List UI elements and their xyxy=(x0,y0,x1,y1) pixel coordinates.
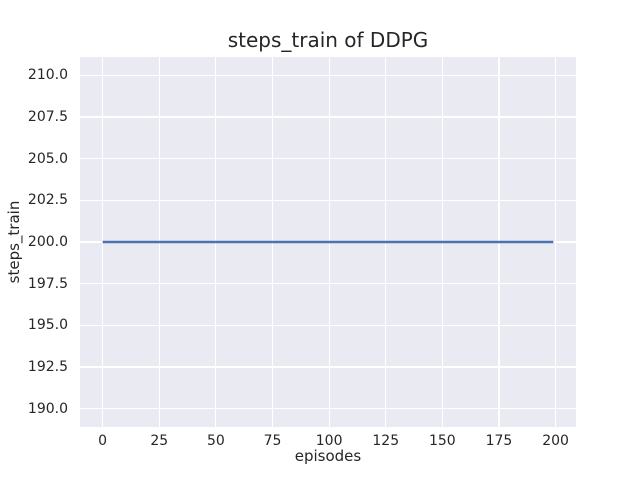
y-gridline xyxy=(80,408,576,410)
x-tick-label: 25 xyxy=(150,433,169,449)
y-tick-label: 192.5 xyxy=(27,359,68,375)
y-tick-label: 190.0 xyxy=(27,400,68,417)
y-tick-label: 205.0 xyxy=(27,150,68,167)
y-tick-label: 200.0 xyxy=(27,234,68,250)
y-gridline xyxy=(80,74,576,76)
x-tick-label: 125 xyxy=(372,433,400,449)
x-tick-label: 100 xyxy=(315,433,343,449)
y-tick-label: 195.0 xyxy=(27,317,68,334)
x-tick-label: 75 xyxy=(263,433,282,449)
y-gridline xyxy=(80,283,576,285)
y-tick-label: 197.5 xyxy=(27,275,68,292)
y-gridline xyxy=(80,324,576,326)
x-tick-label: 150 xyxy=(428,433,456,449)
plot-area xyxy=(80,57,576,427)
x-axis-label: episodes xyxy=(294,447,362,465)
y-gridline xyxy=(80,116,576,118)
y-tick-label: 210.0 xyxy=(27,67,68,84)
chart-title: steps_train of DDPG xyxy=(227,28,429,52)
y-gridline xyxy=(80,199,576,201)
y-tick-label: 207.5 xyxy=(27,109,68,125)
plot-series-layer xyxy=(102,240,554,244)
y-tick-label: 202.5 xyxy=(27,192,68,209)
y-gridline xyxy=(80,366,576,368)
x-tick-label: 200 xyxy=(542,433,569,449)
x-tick-label: 50 xyxy=(206,433,225,449)
x-tick-label: 175 xyxy=(485,433,513,449)
x-tick-label: 0 xyxy=(98,433,108,449)
y-gridline xyxy=(80,158,576,160)
